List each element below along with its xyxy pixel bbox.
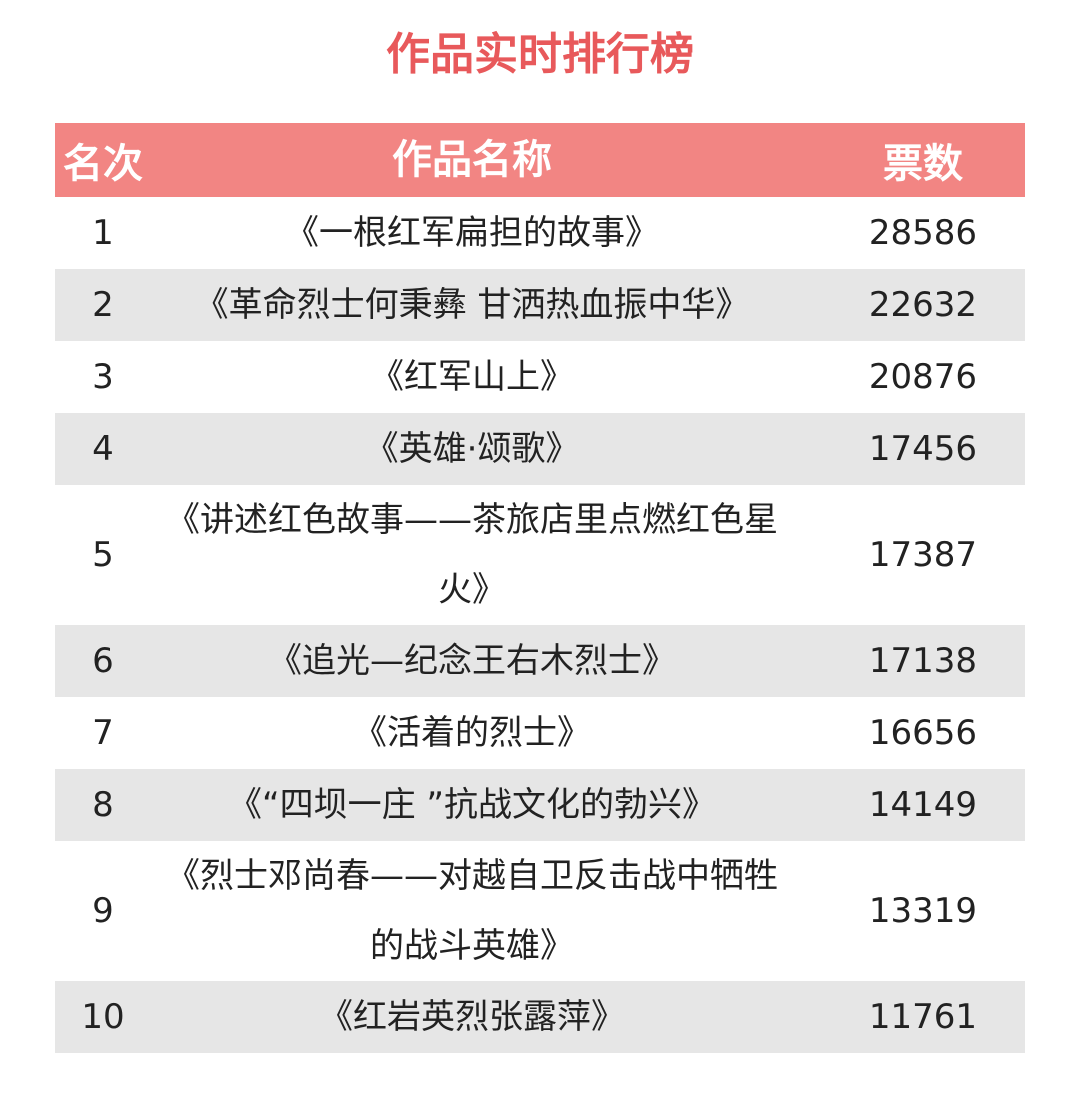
table-cell: 《“四坝一庄 ”抗战文化的勃兴》 <box>151 770 791 840</box>
votes-cell: 20876 <box>868 357 978 397</box>
rank-cell: 6 <box>92 641 114 681</box>
table-cell: 《革命烈士何秉彝 甘洒热血振中华》 <box>151 270 791 340</box>
table-cell: 《一根红军扁担的故事》 <box>151 198 791 268</box>
rank-cell: 7 <box>92 713 114 753</box>
votes-cell: 22632 <box>868 285 978 325</box>
table-row: 3 《红军山上》 20876 <box>55 341 1025 413</box>
table-cell: 《红军山上》 <box>151 342 791 412</box>
work-title: 《烈士邓尚春——对越自卫反击战中牺牲的战斗英雄》 <box>166 856 778 966</box>
votes-cell: 11761 <box>868 997 978 1037</box>
table-cell: 《追光—纪念王右木烈士》 <box>151 626 791 696</box>
rank-cell: 5 <box>92 535 114 575</box>
work-title: 《追光—纪念王右木烈士》 <box>268 641 676 681</box>
votes-cell: 17138 <box>868 641 978 681</box>
table-row: 2 《革命烈士何秉彝 甘洒热血振中华》 22632 <box>55 269 1025 341</box>
table-row: 10 《红岩英烈张露萍》 11761 <box>55 981 1025 1053</box>
votes-cell: 16656 <box>868 713 978 753</box>
votes-cell: 14149 <box>868 785 978 825</box>
table-row: 5 《讲述红色故事——茶旅店里点燃红色星火》 17387 <box>55 485 1025 625</box>
work-title: 《英雄·颂歌》 <box>364 429 580 469</box>
ranking-table: 名次 作品名称 票数 1 《一根红军扁担的故事》 28586 2 《革命烈士何秉彝 甘洒热血振… <box>55 123 1025 1053</box>
header-cell: 票数 <box>883 141 963 187</box>
work-title: 《红岩英烈张露萍》 <box>319 997 625 1037</box>
work-title: 《革命烈士何秉彝 甘洒热血振中华》 <box>194 285 750 325</box>
table-cell: 《红岩英烈张露萍》 <box>151 982 791 1052</box>
table-row: 7 《活着的烈士》 16656 <box>55 697 1025 769</box>
rank-cell: 3 <box>92 357 114 397</box>
header-row: 名次 作品名称 票数 <box>55 123 1025 197</box>
table-row: 9 《烈士邓尚春——对越自卫反击战中牺牲的战斗英雄》 13319 <box>55 841 1025 981</box>
table-cell: 《活着的烈士》 <box>151 698 791 768</box>
table-cell: 《英雄·颂歌》 <box>151 414 791 484</box>
table-row: 6 《追光—纪念王右木烈士》 17138 <box>55 625 1025 697</box>
votes-cell: 17387 <box>868 535 978 575</box>
work-title: 《讲述红色故事——茶旅店里点燃红色星火》 <box>166 500 778 610</box>
header-cell: 名次 <box>63 141 143 187</box>
header-cell: 作品名称 <box>392 137 552 183</box>
table-cell: 《讲述红色故事——茶旅店里点燃红色星火》 <box>151 485 791 625</box>
table-cell: 《烈士邓尚春——对越自卫反击战中牺牲的战斗英雄》 <box>151 841 791 981</box>
work-title: 《“四坝一庄 ”抗战文化的勃兴》 <box>227 785 717 825</box>
votes-cell: 28586 <box>868 213 978 253</box>
table-row: 8 《“四坝一庄 ”抗战文化的勃兴》 14149 <box>55 769 1025 841</box>
work-title: 《一根红军扁担的故事》 <box>285 213 659 253</box>
table-row: 4 《英雄·颂歌》 17456 <box>55 413 1025 485</box>
page-title: 作品实时排行榜 <box>386 29 694 80</box>
rank-cell: 8 <box>92 785 114 825</box>
table-row: 1 《一根红军扁担的故事》 28586 <box>55 197 1025 269</box>
votes-cell: 17456 <box>868 429 978 469</box>
rank-cell: 2 <box>92 285 114 325</box>
rank-cell: 10 <box>81 997 125 1037</box>
votes-cell: 13319 <box>868 891 978 931</box>
rank-cell: 9 <box>92 891 114 931</box>
work-title: 《活着的烈士》 <box>353 713 591 753</box>
rank-cell: 1 <box>92 213 114 253</box>
rank-cell: 4 <box>92 429 114 469</box>
work-title: 《红军山上》 <box>370 357 574 397</box>
